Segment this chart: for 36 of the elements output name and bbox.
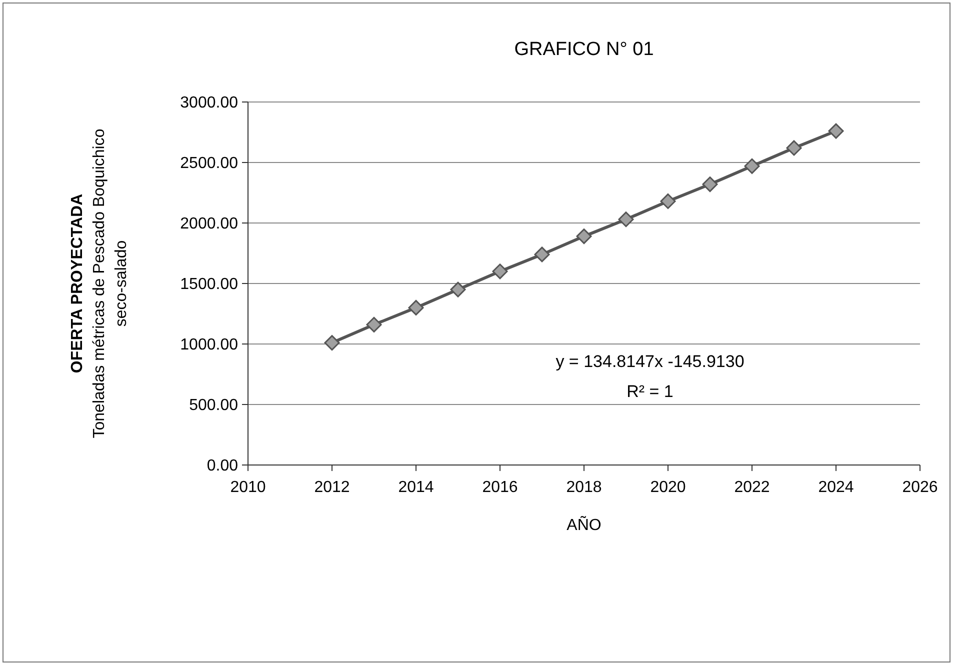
point xyxy=(492,264,508,280)
y-tick-label: 1000.00 xyxy=(180,336,238,354)
text: seco-salado xyxy=(113,240,130,327)
point xyxy=(702,176,718,192)
annotation: y = 134.8147x -145.9130 xyxy=(556,352,744,371)
point xyxy=(576,228,592,244)
x-tick-label: 2018 xyxy=(566,479,602,496)
x-tick-label: 2010 xyxy=(230,479,266,496)
text: Toneladas métricas de Pescado Boquichico xyxy=(91,128,108,438)
x-tick-label: 2014 xyxy=(398,479,434,496)
y-tick-label: 2500.00 xyxy=(180,155,238,172)
point xyxy=(324,335,340,351)
x-tick-label: 2022 xyxy=(734,479,770,496)
x-tick-label: 2026 xyxy=(902,479,938,496)
annotation: R² = 1 xyxy=(626,382,674,401)
y-tick-label: 500.00 xyxy=(189,397,238,414)
y-tick-label: 1500.00 xyxy=(180,276,238,294)
point xyxy=(618,212,634,228)
x-axis-title: AÑO xyxy=(566,515,602,534)
point xyxy=(786,140,802,156)
point xyxy=(660,193,676,209)
point xyxy=(450,282,466,298)
y-tick-label: 3000.00 xyxy=(180,94,238,112)
y-tick-label: 0.00 xyxy=(206,458,238,475)
x-tick-label: 2020 xyxy=(650,479,686,496)
text: OFERTA PROYECTADA xyxy=(69,194,86,374)
x-tick-label: 2024 xyxy=(818,479,854,496)
point xyxy=(534,246,550,262)
y-tick-label: 2000.00 xyxy=(180,216,238,233)
point xyxy=(366,316,382,332)
x-tick-label: 2012 xyxy=(314,479,350,496)
x-tick-label: 2016 xyxy=(482,479,518,496)
point xyxy=(828,123,844,139)
point xyxy=(408,300,424,316)
chart-title: GRAFICO N° 01 xyxy=(514,39,654,60)
point xyxy=(744,158,760,174)
